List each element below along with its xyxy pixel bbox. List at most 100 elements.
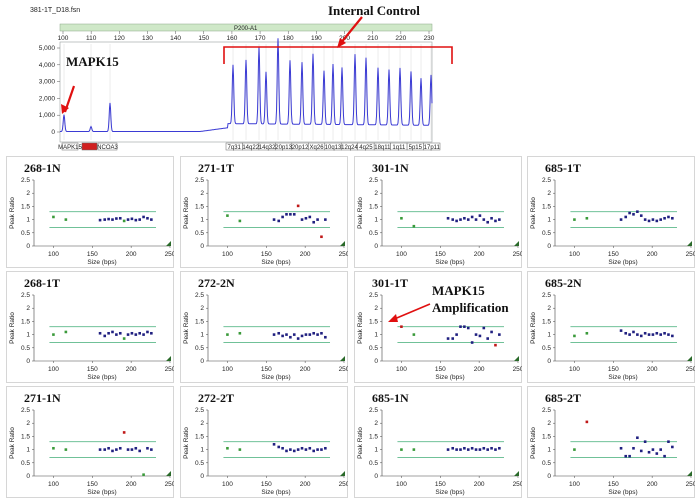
data-point	[111, 330, 114, 334]
data-point	[272, 443, 276, 446]
y-tick-label: 2	[374, 190, 378, 197]
data-point	[126, 448, 130, 451]
data-point	[98, 218, 102, 222]
data-point	[292, 213, 296, 216]
data-point	[107, 331, 110, 335]
data-point	[451, 446, 455, 450]
y-tick-label: 0	[200, 473, 204, 480]
ruler-tick-label: 140	[170, 35, 181, 42]
y-tick-label: 2	[374, 420, 378, 427]
data-point	[122, 219, 126, 223]
panel-title: 271-1T	[198, 161, 234, 175]
y-tick-label: 1.5	[542, 203, 551, 210]
corner-marker	[166, 471, 171, 476]
data-point	[470, 446, 474, 450]
x-tick-label: 150	[261, 366, 272, 373]
data-point	[659, 448, 662, 451]
x-tick-label: 250	[165, 251, 174, 258]
data-point	[446, 216, 450, 220]
ratio-panel: 268-1T 0 0.5 1 1.5 2 2.5 100 150 200 250 Peak Ratio…	[6, 271, 174, 383]
y-tick-label: 0.5	[21, 230, 30, 237]
data-point	[446, 337, 450, 340]
ratio-chart: 685-2N 0 0.5 1 1.5 2 2.5 100 150 200 250 Peak Ratio…	[527, 271, 695, 383]
data-point	[98, 448, 102, 451]
data-point	[478, 334, 482, 338]
data-point	[632, 213, 635, 216]
x-tick-label: 200	[647, 366, 658, 373]
ratio-panel: 268-1N 0 0.5 1 1.5 2 2.5 100 150 200 250 Peak Ratio…	[6, 156, 174, 268]
y-tick-label: 2.5	[369, 407, 378, 414]
y-tick-label: 1	[374, 447, 378, 454]
y-tick-label: 1.5	[369, 318, 378, 325]
x-tick-label: 150	[435, 366, 446, 373]
data-point	[632, 446, 635, 450]
data-point	[466, 326, 470, 330]
x-tick-label: 200	[300, 481, 311, 488]
y-tick-label: 2.5	[195, 177, 204, 184]
data-point	[150, 218, 153, 221]
data-point	[636, 436, 639, 440]
probe-box	[61, 142, 79, 151]
corner-marker	[687, 241, 692, 246]
data-point	[118, 331, 122, 335]
data-point	[490, 446, 493, 450]
x-axis-label: Size (bps)	[261, 259, 290, 266]
ratio-chart: 301-1N 0 0.5 1 1.5 2 2.5 100 150 200 250 Peak Ratio…	[354, 156, 522, 268]
x-tick-label: 200	[647, 481, 658, 488]
x-tick-label: 150	[435, 251, 446, 258]
y-tick-label: 2	[26, 190, 30, 197]
data-point	[466, 448, 470, 451]
data-point	[281, 215, 284, 219]
probe-label: 20p12	[292, 145, 309, 151]
y-tick-label: 5,000	[39, 45, 56, 52]
y-tick-label: 1.5	[21, 318, 30, 325]
data-point	[585, 331, 589, 335]
data-point	[64, 330, 68, 334]
x-axis-label: Size (bps)	[261, 489, 290, 496]
data-point	[238, 448, 242, 451]
x-tick-label: 150	[87, 251, 98, 258]
data-point	[639, 214, 643, 217]
ruler-tick-label: 110	[86, 35, 97, 42]
y-tick-label: 1.5	[542, 318, 551, 325]
probe-box	[423, 142, 441, 151]
y-tick-label: 1	[374, 332, 378, 339]
data-point	[292, 333, 296, 336]
y-tick-label: 0.5	[542, 345, 551, 352]
x-axis-label: Size (bps)	[87, 374, 116, 381]
y-tick-label: 0.5	[369, 230, 378, 237]
ratio-chart: 271-1N 0 0.5 1 1.5 2 2.5 100 150 200 250 Peak Ratio…	[6, 386, 174, 498]
x-axis-label: Size (bps)	[608, 374, 637, 381]
probe-label: 17p11	[424, 145, 441, 151]
y-tick-label: 0.5	[542, 460, 551, 467]
ratio-panel: 301-1N 0 0.5 1 1.5 2 2.5 100 150 200 250 Peak Ratio…	[354, 156, 522, 268]
y-tick-label: 0	[374, 243, 378, 250]
ratio-chart: 685-2T 0 0.5 1 1.5 2 2.5 100 150 200 250 Peak Ratio…	[527, 386, 695, 498]
y-tick-label: 1	[547, 217, 551, 224]
data-point	[142, 473, 145, 476]
data-point	[226, 214, 229, 217]
y-tick-label: 2	[547, 305, 551, 312]
panel-title: 685-1T	[545, 161, 581, 175]
y-tick-label: 2	[200, 305, 204, 312]
y-tick-label: 2.5	[542, 407, 551, 414]
data-point	[636, 333, 639, 336]
y-axis-label: Peak Ratio	[357, 312, 364, 344]
panel-title: 301-1T	[372, 276, 408, 290]
data-point	[134, 333, 138, 336]
data-point	[52, 333, 55, 336]
ruler-bar	[59, 23, 433, 32]
y-tick-label: 1.5	[542, 433, 551, 440]
y-tick-label: 2	[200, 190, 204, 197]
corner-marker	[340, 241, 345, 246]
y-axis-label: Peak Ratio	[9, 312, 16, 344]
x-tick-label: 150	[608, 251, 619, 258]
y-tick-label: 1.5	[369, 203, 378, 210]
y-tick-label: 0	[200, 243, 204, 250]
y-tick-label: 0	[374, 358, 378, 365]
x-tick-label: 250	[513, 366, 522, 373]
x-tick-label: 100	[569, 251, 580, 258]
x-tick-label: 250	[513, 251, 522, 258]
ruler-tick-label: 120	[114, 35, 125, 42]
data-point	[446, 448, 450, 451]
